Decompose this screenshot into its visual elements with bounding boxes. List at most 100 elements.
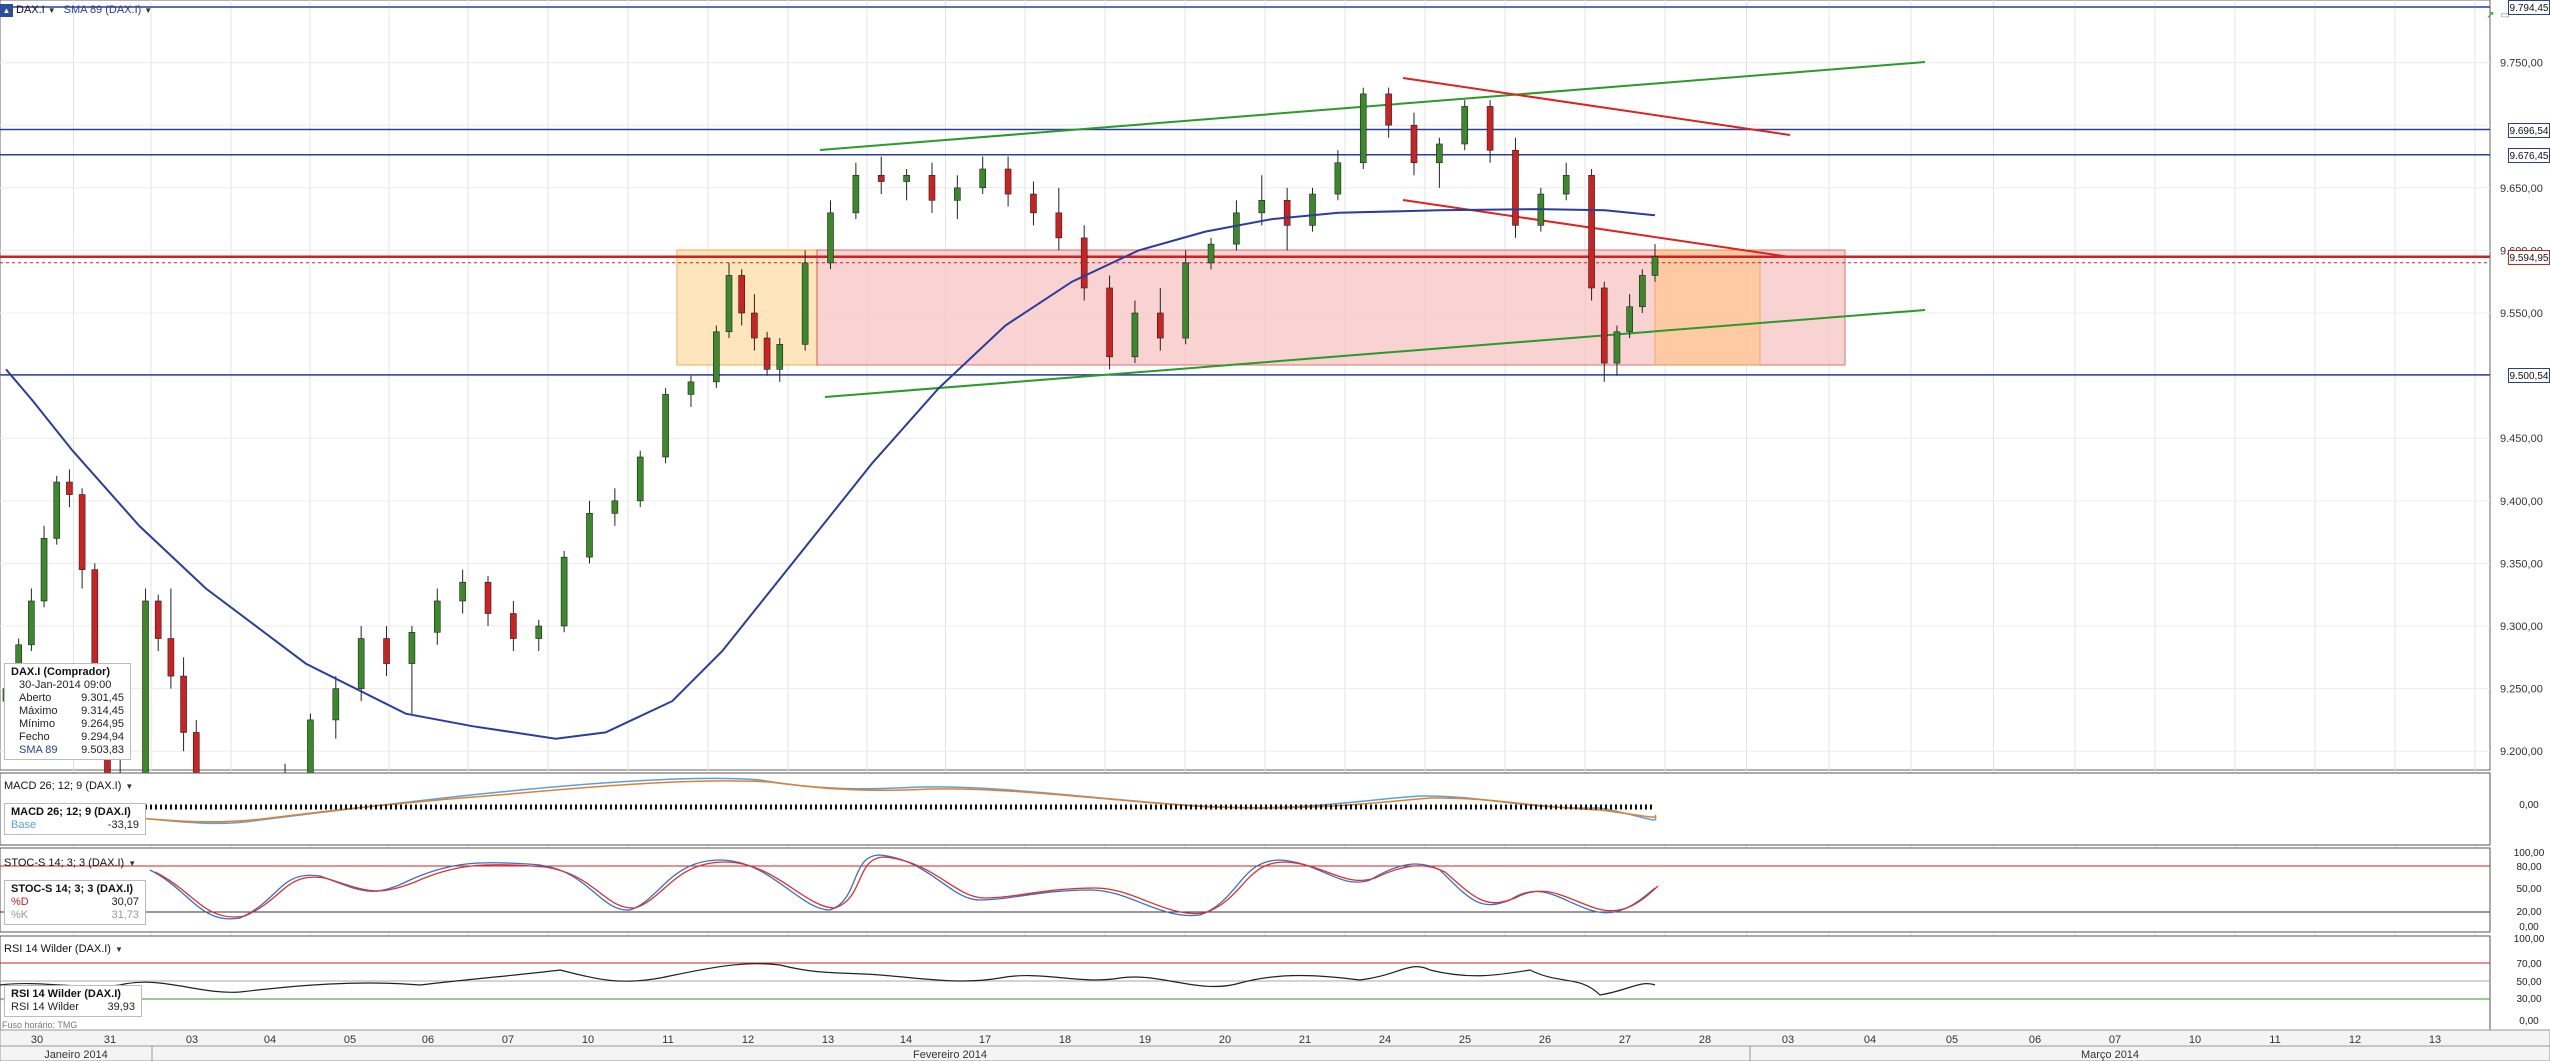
month-label: Janeiro 2014 [44,1049,108,1061]
info-row-value: 9.301,45 [81,692,124,704]
candle-body [1182,262,1189,339]
restore-icon[interactable]: ▭ [2500,10,2510,21]
candle-body [484,581,492,614]
macd-info-box: MACD 26; 12; 9 (DAX.I) Base -33,19 [4,803,146,835]
candle-body [738,275,746,314]
price-tick-label: 9.200,00 [2500,746,2543,758]
price-tick-label: 9.400,00 [2500,496,2543,508]
candle-body [408,631,416,664]
trendline-green-lower[interactable] [824,309,1926,398]
candle-body [1359,93,1367,164]
macd-box-value: -33,19 [107,819,139,831]
candle-body [1486,106,1494,151]
candle-body [307,719,314,777]
candle-body [1258,200,1266,214]
day-tick-label: 04 [1864,1034,1876,1046]
rsi-info-box: RSI 14 Wilder (DAX.I) RSI 14 Wilder 39,93 [4,985,142,1017]
dax-logo-icon: ▲ [0,3,13,17]
day-tick-label: 30 [31,1034,43,1046]
day-tick-label: 27 [1619,1034,1631,1046]
day-tick-label: 05 [344,1034,356,1046]
stoch-header[interactable]: STOC-S 14; 3; 3 (DAX.I) ▼ [4,857,136,869]
candle-body [180,675,187,733]
macd-header[interactable]: MACD 26; 12; 9 (DAX.I) ▼ [4,780,133,792]
day-tick-label: 24 [1379,1034,1391,1046]
day-tick-label: 04 [264,1034,276,1046]
stoch-info-box: STOC-S 14; 3; 3 (DAX.I) %D 30,07 %K 31,73 [4,880,146,925]
candle-body [1283,200,1291,226]
candle-body [1651,256,1659,276]
day-tick-label: 12 [2349,1034,2361,1046]
price-level-label: 9.594,95 [2508,249,2550,265]
indicator-axis-label: 100,00 [2513,848,2545,859]
candle-body [1207,243,1215,264]
day-tick-label: 20 [1219,1034,1231,1046]
candle-body [586,513,593,558]
day-tick-label: 11 [662,1034,673,1046]
indicator-axis-label: 100,00 [2513,934,2545,945]
stoch-header-label: STOC-S 14; 3; 3 (DAX.I) [4,857,125,869]
stoch-box-title: STOC-S 14; 3; 3 (DAX.I) [11,883,134,895]
candle-body [979,168,987,189]
day-tick-label: 13 [2429,1034,2441,1046]
draw-trend-icon[interactable]: ↗ [2486,10,2495,21]
candle-body [1233,212,1240,245]
candle-body [1639,275,1646,308]
candle-body [1436,143,1443,164]
indicator-axis-label: 0,00 [2519,1016,2539,1027]
indicator-axis-label: 20,00 [2516,907,2542,918]
rsi-header-label: RSI 14 Wilder (DAX.I) [4,943,111,955]
candle-body [1106,287,1113,358]
indicator-axis-label: 0,00 [2519,922,2539,933]
rsi-box-value: 39,93 [107,1001,135,1013]
candle-body [560,556,568,627]
rsi-header[interactable]: RSI 14 Wilder (DAX.I) ▼ [4,943,123,955]
symbol-selector[interactable]: ▲ DAX.I ▼ [0,3,56,17]
candle-body [1512,149,1519,226]
candle-body [1030,193,1037,214]
candle-body [687,381,695,395]
info-row-value: 9.314,45 [81,705,124,717]
trendline-green-upper[interactable] [819,61,1926,151]
candle-body [852,174,860,214]
candle-body [636,456,644,502]
rsi-panel [0,935,2491,1031]
day-tick-label: 03 [1782,1034,1794,1046]
candle-body [1613,331,1621,364]
day-tick-label: 21 [1299,1034,1311,1046]
candle-body [1588,174,1595,289]
info-row-key: Máximo [19,705,58,717]
candle-body [662,394,669,458]
candle-body [1562,174,1570,195]
day-tick-label: 05 [1946,1034,1958,1046]
day-tick-label: 13 [822,1034,834,1046]
window-controls: ↗ ▭ [2486,10,2510,21]
indicator-selector[interactable]: SMA 89 (DAX.I) ▼ [64,4,153,16]
time-axis: 30 31 03 04 05 06 07 10 11 12 13 14 17 18 19 20 21 24 25 26… [0,1029,2550,1061]
trendline-red-upper[interactable] [1402,77,1791,136]
indicator-axis-label: 50,00 [2516,977,2542,988]
indicator-axis-label: 0,00 [2519,800,2539,811]
zone-orange-right [1654,249,1761,366]
stoch-panel [0,847,2491,933]
candle-body [954,187,961,201]
candle-body [776,344,784,370]
symbol-label: DAX.I [16,4,45,16]
info-row-value: 9.264,95 [81,718,124,730]
candle-body [28,600,35,646]
candle-body [1600,287,1608,364]
macd-header-label: MACD 26; 12; 9 (DAX.I) [4,780,122,792]
info-row: Fecho 9.294,94 [11,731,124,744]
indicator-axis-label: 30,00 [2516,994,2542,1005]
info-row-key: Fecho [19,731,50,743]
rsi-box-key: RSI 14 Wilder [11,1001,79,1013]
candle-body [40,538,48,602]
day-tick-label: 19 [1139,1034,1151,1046]
candle-body [1004,168,1012,195]
macd-box-title: MACD 26; 12; 9 (DAX.I) [11,806,131,818]
candle-body [167,638,175,677]
candle-body [459,581,466,602]
info-row: Máximo 9.314,45 [11,705,124,718]
